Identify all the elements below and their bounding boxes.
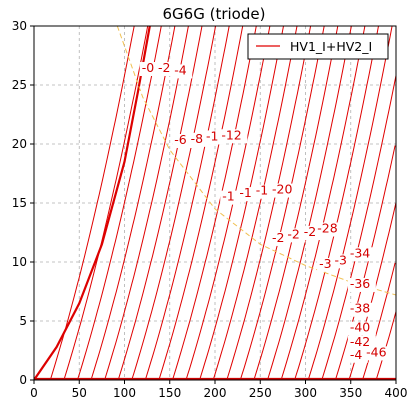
- curve-label: -1: [222, 189, 234, 204]
- dissipation-curve: [116, 26, 396, 296]
- curve-label: -2: [158, 60, 170, 75]
- plate-curve: [131, 26, 217, 380]
- legend: HV1_I+HV2_I: [247, 33, 389, 60]
- curve-label: -46: [366, 344, 386, 359]
- chart-title: 6G6G (triode): [163, 5, 266, 23]
- curve-label: -3: [319, 256, 331, 271]
- curve-label-bg: [347, 321, 376, 336]
- curve-label-bg: [285, 228, 306, 243]
- curve-label: -34: [350, 245, 370, 260]
- curve-label: -28: [317, 221, 337, 236]
- plate-curve: [334, 145, 396, 380]
- plate-curve: [185, 26, 271, 380]
- y-tick-label: 0: [19, 373, 27, 387]
- plate-curve: [90, 26, 176, 380]
- curve-label-bg: [347, 335, 376, 350]
- curve-label-bg: [220, 190, 241, 205]
- curve-label: -2: [272, 230, 284, 245]
- x-tick-label: 100: [113, 386, 136, 400]
- curve-label: -4: [350, 347, 363, 362]
- plate-curve: [321, 75, 396, 380]
- curve-label-bg: [219, 129, 248, 144]
- curve-labels: -0 -2 -4-6 -8 -1 -12-1 -1 -1 -20-2 -2 -2 -28-3 -3 -34…: [139, 60, 393, 363]
- grid-layer: [34, 26, 396, 380]
- x-tick-label: 300: [294, 386, 317, 400]
- y-tick-label: 25: [12, 78, 27, 92]
- x-tick-label: 250: [249, 386, 272, 400]
- curve-label: -20: [272, 182, 292, 197]
- plate-curve: [362, 262, 396, 380]
- curve-label: -6: [174, 132, 187, 147]
- y-tick-label: 15: [12, 196, 27, 210]
- curve-label-bg: [253, 184, 274, 199]
- x-tick-label: 0: [30, 386, 38, 400]
- curve-label: -12: [221, 127, 241, 142]
- curve-label-bg: [347, 247, 376, 262]
- curve-label: -1: [239, 185, 251, 200]
- curve-label-bg: [270, 183, 299, 198]
- plate-curve: [158, 26, 244, 380]
- curve-label: -3: [334, 252, 346, 267]
- curve-label-bg: [364, 346, 393, 361]
- plate-curve: [172, 26, 257, 380]
- x-tick-label: 200: [204, 386, 227, 400]
- curves-layer: [34, 26, 396, 380]
- curve-label-bg: [172, 134, 193, 148]
- y-tick-label: 5: [19, 314, 27, 328]
- curve-label: -1: [256, 183, 268, 198]
- plate-curve: [49, 26, 135, 380]
- curve-label: -2: [304, 224, 316, 239]
- curve-label: -36: [350, 276, 370, 291]
- plate-curve: [253, 26, 339, 380]
- plate-curve: [104, 26, 189, 380]
- plate-curve: [76, 26, 162, 380]
- curve-label: -4: [174, 62, 187, 77]
- bold-curve: [34, 26, 151, 380]
- plate-curve: [199, 26, 284, 380]
- curve-label-bg: [270, 231, 291, 246]
- curve-label-bg: [347, 277, 376, 292]
- curve-label-bg: [203, 130, 224, 145]
- plate-curve: [307, 26, 393, 380]
- curve-label: -1: [206, 128, 218, 143]
- plate-curve: [212, 26, 298, 380]
- x-tick-label: 350: [339, 386, 362, 400]
- plate-curve: [144, 26, 230, 380]
- curve-label-bg: [188, 132, 209, 147]
- y-tick-label: 10: [12, 255, 27, 269]
- curve-label-bg: [317, 257, 338, 272]
- curve-label: -38: [350, 301, 370, 316]
- curve-label: -40: [350, 320, 370, 335]
- x-tick-label: 400: [385, 386, 408, 400]
- curve-label: -42: [350, 334, 370, 349]
- x-tick-label: 150: [158, 386, 181, 400]
- axis-ticks: 0 50 100 150 200 250 300 350 400 0 5 10 15 20 25 30: [12, 19, 408, 400]
- plate-curve: [117, 26, 203, 380]
- curve-label-bg: [172, 64, 193, 79]
- curve-label: -2: [287, 226, 299, 241]
- curve-label-bg: [332, 254, 353, 269]
- curve-label-bg: [139, 62, 160, 77]
- plate-curve: [294, 26, 379, 380]
- curve-label-bg: [347, 348, 368, 363]
- curve-label-bg: [315, 222, 344, 237]
- legend-entry: HV1_I+HV2_I: [290, 39, 372, 54]
- plate-curve: [63, 26, 149, 380]
- y-tick-label: 20: [12, 137, 27, 151]
- y-tick-label: 30: [12, 19, 27, 33]
- plate-curve: [280, 26, 366, 380]
- curve-label-bg: [155, 62, 176, 77]
- curve-label-bg: [237, 187, 258, 202]
- curve-label: -8: [191, 131, 204, 146]
- curve-label-bg: [347, 302, 376, 317]
- plate-curve: [267, 26, 352, 380]
- plate-curve: [226, 26, 312, 380]
- x-tick-label: 50: [72, 386, 87, 400]
- curve-label: -0: [142, 60, 155, 75]
